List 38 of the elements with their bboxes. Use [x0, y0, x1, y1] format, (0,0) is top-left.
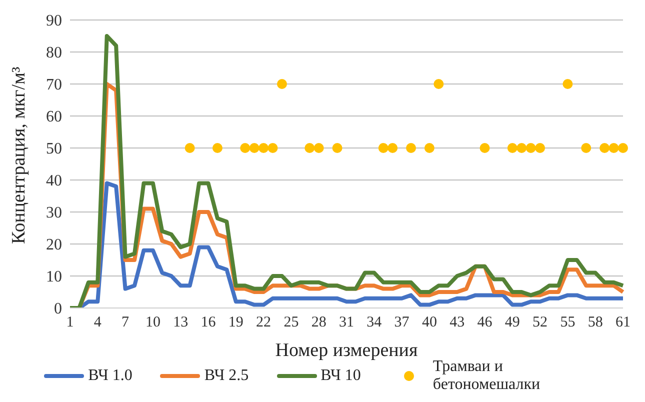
x-tick-label: 49: [504, 314, 520, 331]
y-tick-label: 0: [54, 300, 62, 318]
x-tick-label: 52: [532, 314, 548, 331]
x-tick-label: 37: [394, 314, 410, 331]
y-tick-label: 80: [46, 44, 62, 62]
y-tick-label: 60: [46, 108, 62, 126]
y-tick-label: 40: [46, 172, 62, 190]
x-tick-label: 31: [339, 314, 354, 331]
x-tick-label: 19: [228, 314, 244, 331]
x-tick-label: 40: [422, 314, 437, 331]
x-tick-label: 58: [588, 314, 603, 331]
x-tick-label: 1: [66, 314, 74, 331]
y-tick-label: 50: [46, 140, 62, 158]
x-tick-label: 4: [94, 314, 102, 331]
x-tick-label: 10: [145, 314, 160, 331]
x-axis-title: Номер измерения: [275, 340, 418, 361]
legend-label: ВЧ 2.5: [204, 367, 249, 385]
x-tick-label: 46: [477, 314, 493, 331]
x-tick-label: 13: [173, 314, 188, 331]
x-tick-label: 16: [200, 314, 216, 331]
x-tick-label: 7: [122, 314, 130, 331]
x-tick-label: 25: [284, 314, 299, 331]
y-tick-label: 90: [46, 12, 62, 30]
y-tick-label: 70: [46, 76, 62, 94]
legend-label: Трамваи и бетономешалки: [432, 358, 542, 394]
y-axis-title: Концентрация, мкг/м³: [8, 66, 30, 244]
x-tick-label: 61: [616, 314, 630, 331]
y-tick-label: 10: [46, 268, 62, 286]
x-tick-label: 28: [311, 314, 326, 331]
x-tick-label: 34: [366, 314, 382, 331]
x-tick-label: 22: [256, 314, 272, 331]
y-tick-label: 20: [46, 236, 62, 254]
legend-label: ВЧ 10: [320, 367, 361, 385]
y-tick-label: 30: [46, 204, 62, 222]
x-tick-label: 43: [450, 314, 465, 331]
line-series: [68, 34, 625, 308]
legend-label: ВЧ 1.0: [88, 367, 132, 385]
x-tick-label: 55: [560, 314, 576, 331]
